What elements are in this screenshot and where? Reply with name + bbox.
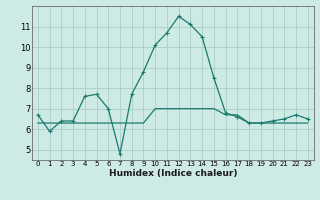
X-axis label: Humidex (Indice chaleur): Humidex (Indice chaleur) xyxy=(108,169,237,178)
